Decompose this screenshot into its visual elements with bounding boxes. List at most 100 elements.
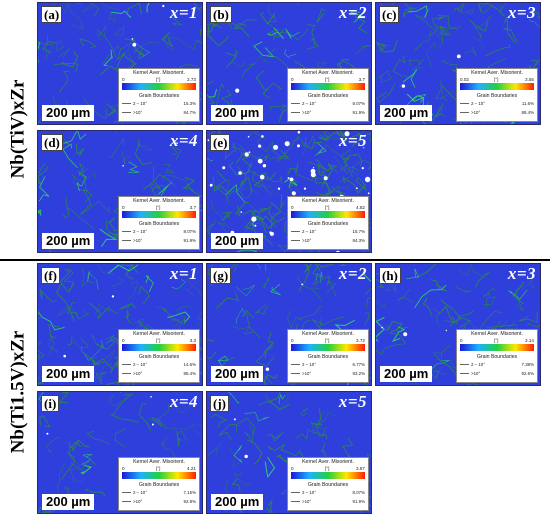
grain-boundaries-title: Grain Boundaries (138, 93, 180, 99)
high-angle-fraction: 93.2% (352, 371, 365, 376)
low-angle-boundary-row: 2 – 10° 14.6% (122, 362, 196, 367)
panel-letter: (g) (210, 267, 232, 284)
high-angle-boundary-row: >10° 84.3% (291, 238, 365, 243)
grain-boundaries-title: Grain Boundaries (138, 482, 180, 488)
grain-boundaries-title: Grain Boundaries (138, 221, 180, 227)
kam-legend: Kernel Aver. Misorient. 0 [°] 3.3 Grain Boun… (118, 329, 200, 383)
panel-composition-label: x=1 (169, 3, 198, 22)
ebsd-panel-g: (g) x=2 200 µm Kernel Aver. Misorient. 0 [°] 3… (206, 263, 372, 386)
low-angle-boundary-row: 2 – 10° 15.3% (122, 101, 196, 106)
legend-colorbar (122, 83, 196, 90)
low-angle-boundary-row: 2 – 10° 7.38% (460, 362, 534, 367)
boundary-line-icon (291, 492, 300, 494)
legend-min-value: 0 (291, 205, 294, 210)
legend-unit: [°] (325, 77, 330, 82)
boundary-line-icon (122, 231, 131, 233)
legend-title: Kernel Aver. Misorient. (302, 459, 354, 465)
legend-max-value: 3.55 (525, 77, 534, 82)
legend-min-value: 0 (291, 77, 294, 82)
kam-legend: Kernel Aver. Misorient. 0 [°] 3.7 Grain Boun… (118, 196, 200, 250)
legend-max-value: 3.7 (358, 77, 365, 82)
legend-max-value: 3.14 (525, 338, 534, 343)
low-angle-fraction: 15.7% (352, 229, 365, 234)
ebsd-panel-f: (f) x=1 200 µm Kernel Aver. Misorient. 0 [°] 3… (37, 263, 203, 386)
row-label-bottom: Nb(Ti1.5V)xZr (2, 262, 34, 521)
panel-composition-label: x=5 (338, 392, 367, 411)
scale-bar-label: 200 µm (211, 233, 264, 249)
legend-max-value: 3.7 (189, 205, 196, 210)
boundary-line-icon (291, 112, 300, 114)
low-angle-fraction: 15.3% (183, 101, 196, 106)
boundary-line-icon (291, 364, 300, 366)
panel-letter: (f) (41, 267, 60, 284)
kam-legend: Kernel Aver. Misorient. 0 [°] 3.87 Grain Bou… (287, 457, 369, 511)
legend-min-value: 0 (122, 338, 125, 343)
panel-letter: (c) (379, 6, 400, 23)
grain-boundaries-title: Grain Boundaries (476, 354, 518, 360)
kam-legend: Kernel Aver. Misorient. 0 [°] 4.21 Grain Bou… (118, 457, 200, 511)
panel-composition-label: x=3 (507, 3, 536, 22)
panel-composition-label: x=3 (507, 264, 536, 283)
legend-colorbar (460, 344, 534, 351)
legend-title: Kernel Aver. Misorient. (471, 70, 523, 76)
row-label-top-text: Nb(TiV)xZr (7, 79, 29, 179)
boundary-line-icon (460, 364, 469, 366)
legend-min-value: 0 (460, 338, 463, 343)
low-angle-fraction: 8.07% (352, 101, 365, 106)
legend-colorbar (122, 472, 196, 479)
legend-title: Kernel Aver. Misorient. (133, 70, 185, 76)
boundary-line-icon (122, 240, 131, 242)
legend-title: Kernel Aver. Misorient. (302, 331, 354, 337)
boundary-line-icon (291, 103, 300, 105)
low-angle-boundary-row: 2 – 10° 15.7% (291, 229, 365, 234)
row-label-bottom-text: Nb(Ti1.5V)xZr (7, 330, 29, 453)
panel-composition-label: x=4 (169, 131, 198, 150)
kam-legend: Kernel Aver. Misorient. 0 [°] 2.73 Grain Bou… (118, 68, 200, 122)
kam-legend: Kernel Aver. Misorient. 0 [°] 3.72 Grain Bou… (287, 329, 369, 383)
legend-colorbar (460, 83, 534, 90)
panel-letter: (h) (379, 267, 401, 284)
legend-min-value: 0 (291, 338, 294, 343)
panel-letter: (d) (41, 134, 63, 151)
high-angle-boundary-row: >10° 91.9% (291, 110, 365, 115)
low-angle-boundary-row: 2 – 10° 7.15% (122, 490, 196, 495)
boundary-line-icon (122, 373, 131, 375)
low-angle-fraction: 7.38% (521, 362, 534, 367)
panel-composition-label: x=2 (338, 264, 367, 283)
ebsd-panel-h: (h) x=3 200 µm Kernel Aver. Misorient. 0 [°] 3… (375, 263, 541, 386)
scale-bar-label: 200 µm (42, 494, 95, 510)
low-angle-boundary-row: 2 – 10° 8.07% (122, 229, 196, 234)
panel-letter: (e) (210, 134, 231, 151)
ebsd-panel-c: (c) x=3 200 µm Kernel Aver. Misorient. 0.02 [… (375, 2, 541, 125)
ebsd-panel-e: (e) x=5 200 µm Kernel Aver. Misorient. 0 [°] 4… (206, 130, 372, 253)
legend-min-value: 0 (291, 466, 294, 471)
high-angle-fraction: 88.4% (521, 110, 534, 115)
boundary-line-icon (122, 103, 131, 105)
low-angle-fraction: 8.07% (352, 490, 365, 495)
high-angle-boundary-row: >10° 92.6% (460, 371, 534, 376)
boundary-line-icon (291, 373, 300, 375)
legend-colorbar (291, 83, 365, 90)
high-angle-fraction: 92.6% (521, 371, 534, 376)
legend-min-value: 0 (122, 77, 125, 82)
panel-letter: (a) (41, 6, 63, 23)
high-angle-fraction: 84.7% (183, 110, 196, 115)
low-angle-fraction: 6.77% (352, 362, 365, 367)
high-angle-fraction: 92.8% (183, 499, 196, 504)
low-angle-fraction: 11.6% (521, 101, 534, 106)
boundary-line-icon (122, 501, 131, 503)
low-angle-fraction: 14.6% (183, 362, 196, 367)
boundary-line-icon (460, 112, 469, 114)
grain-boundaries-title: Grain Boundaries (307, 482, 349, 488)
scale-bar-label: 200 µm (42, 233, 95, 249)
low-angle-boundary-row: 2 – 10° 11.6% (460, 101, 534, 106)
legend-min-value: 0 (122, 466, 125, 471)
legend-title: Kernel Aver. Misorient. (133, 198, 185, 204)
panel-letter: (i) (41, 395, 60, 412)
legend-max-value: 3.3 (189, 338, 196, 343)
scale-bar-label: 200 µm (211, 105, 264, 121)
legend-max-value: 4.82 (356, 205, 365, 210)
scale-bar-label: 200 µm (211, 366, 264, 382)
legend-unit: [°] (156, 466, 161, 471)
legend-colorbar (291, 344, 365, 351)
